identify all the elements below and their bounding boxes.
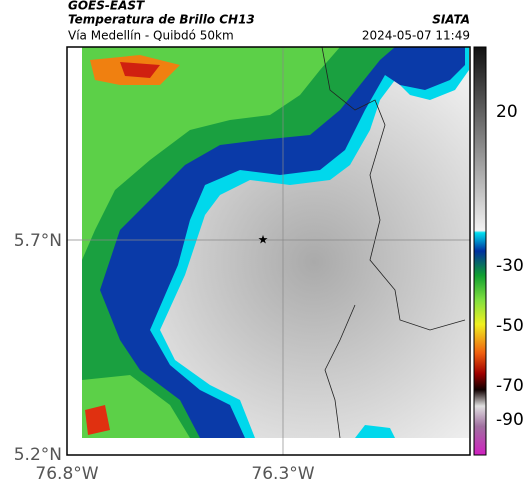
colorbar-tick: -50 — [496, 316, 524, 336]
svg-text:★: ★ — [258, 233, 269, 247]
map-frame — [66, 46, 471, 456]
colorbar-tick: 20 — [496, 102, 518, 122]
lon-label: 76.3°W — [251, 464, 314, 484]
route: Vía Medellín - Quibdó 50km — [68, 29, 234, 43]
lat-label: 5.7°N — [14, 231, 62, 251]
colorbar-tick: -90 — [496, 410, 524, 430]
source: SIATA — [432, 13, 470, 27]
title: GOES-EAST — [68, 0, 145, 13]
map-image: ★ — [67, 46, 470, 455]
lon-label: 76.8°W — [35, 464, 98, 484]
header: GOES-EAST Temperatura de Brillo CH13 Vía… — [68, 0, 470, 43]
subtitle: Temperatura de Brillo CH13 — [68, 13, 255, 27]
lat-label: 5.2°N — [14, 445, 62, 465]
colorbar-tick: -70 — [496, 376, 524, 396]
colorbar-tick: -30 — [496, 256, 524, 276]
datetime: 2024-05-07 11:49 — [362, 29, 470, 43]
ticks: 5.7°N 5.2°N 76.8°W 76.3°W — [14, 231, 315, 484]
colorbar: 20 -30 -50 -70 -90 — [473, 46, 524, 456]
